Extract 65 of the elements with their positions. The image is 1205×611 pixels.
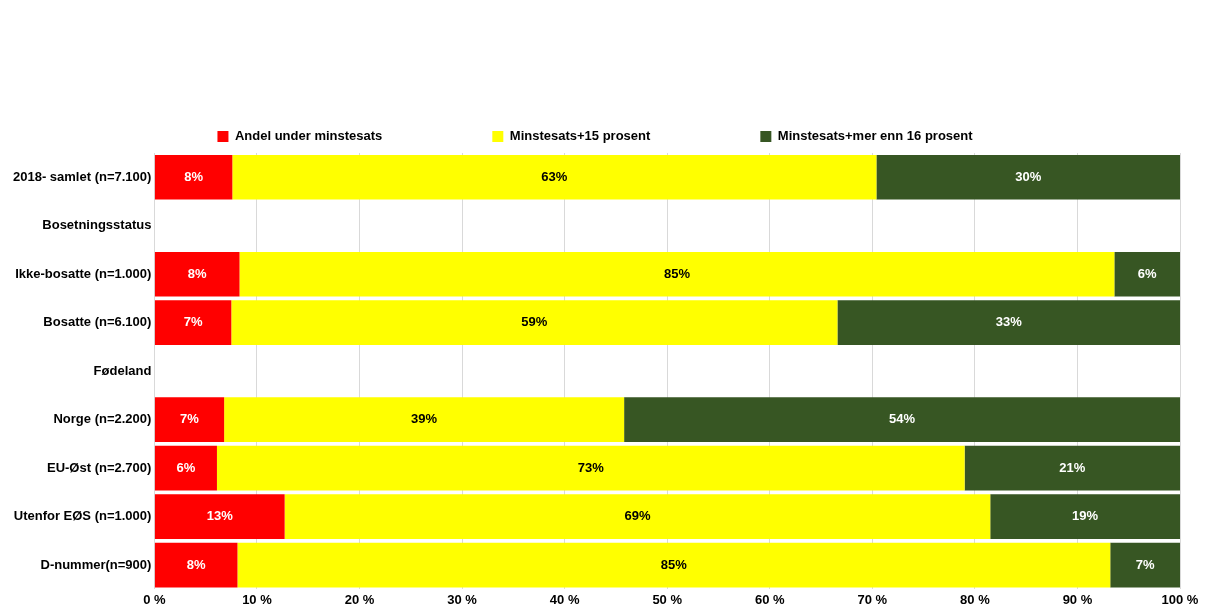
legend-label: Minstesats+mer enn 16 prosent bbox=[777, 128, 974, 144]
y-tick-label: Bosetningsstatus bbox=[42, 217, 152, 233]
bar bbox=[876, 154, 1180, 200]
bar bbox=[990, 494, 1180, 540]
bar bbox=[231, 300, 838, 346]
bar bbox=[284, 494, 991, 540]
x-tick-label: 70 % bbox=[857, 591, 888, 607]
data-label: 8% bbox=[186, 556, 206, 572]
legend-label: Andel under minstesats bbox=[234, 128, 383, 144]
data-label: 8% bbox=[184, 168, 204, 184]
bar bbox=[237, 542, 1111, 588]
bar bbox=[1110, 542, 1180, 588]
data-label: 73% bbox=[577, 459, 605, 475]
data-label: 54% bbox=[889, 411, 916, 427]
bar bbox=[154, 542, 238, 588]
legend-label: Minstesats+15 prosent bbox=[509, 128, 652, 144]
bar bbox=[154, 300, 232, 346]
y-tick-label: 2018- samlet (n=7.100) bbox=[12, 168, 152, 184]
y-tick-label: D-nummer(n=900) bbox=[40, 556, 152, 572]
bar bbox=[837, 300, 1180, 346]
data-label: 63% bbox=[541, 168, 568, 184]
bar bbox=[154, 445, 217, 491]
x-tick-label: 40 % bbox=[549, 591, 580, 607]
data-label: 33% bbox=[995, 314, 1023, 330]
bar bbox=[239, 251, 1115, 297]
bar bbox=[154, 251, 240, 297]
bar bbox=[232, 154, 877, 200]
bar bbox=[224, 397, 625, 443]
data-label: 7% bbox=[183, 314, 203, 330]
x-tick-label: 60 % bbox=[754, 591, 786, 607]
x-tick-label: 50 % bbox=[652, 591, 683, 607]
x-tick-label: 20 % bbox=[344, 591, 375, 607]
x-tick-label: 30 % bbox=[447, 591, 478, 607]
bar bbox=[624, 397, 1180, 443]
y-tick-label: Norge (n=2.200) bbox=[53, 411, 152, 427]
bar bbox=[154, 397, 225, 443]
x-tick-label: 10 % bbox=[242, 591, 273, 607]
bar bbox=[216, 445, 965, 491]
data-label: 21% bbox=[1059, 459, 1086, 475]
bar bbox=[1114, 251, 1180, 297]
data-label: 13% bbox=[206, 508, 234, 524]
x-tick-label: 80 % bbox=[960, 591, 991, 607]
y-tick-label: Bosatte (n=6.100) bbox=[43, 314, 152, 330]
y-tick-label: Ikke-bosatte (n=1.000) bbox=[15, 265, 152, 281]
data-label: 19% bbox=[1072, 508, 1099, 524]
data-label: 59% bbox=[521, 314, 548, 330]
data-label: 6% bbox=[176, 459, 196, 475]
data-label: 30% bbox=[1015, 168, 1042, 184]
data-label: 7% bbox=[180, 411, 200, 427]
x-tick-label: 100 % bbox=[1161, 591, 1199, 607]
y-tick-label: Utenfor EØS (n=1.000) bbox=[13, 508, 152, 524]
y-tick-label: Fødeland bbox=[93, 362, 152, 378]
data-label: 85% bbox=[660, 556, 688, 572]
data-label: 8% bbox=[187, 265, 208, 281]
y-tick-label: EU-Øst (n=2.700) bbox=[46, 459, 152, 475]
bar bbox=[154, 154, 233, 200]
data-label: 6% bbox=[1137, 265, 1158, 281]
data-label: 85% bbox=[663, 265, 691, 281]
bar bbox=[154, 494, 285, 540]
x-tick-label: 90 % bbox=[1062, 591, 1093, 607]
data-label: 7% bbox=[1135, 556, 1155, 572]
bar bbox=[964, 445, 1180, 491]
x-tick-label: 0 % bbox=[143, 591, 167, 607]
data-label: 39% bbox=[411, 411, 438, 427]
data-label: 69% bbox=[624, 508, 651, 524]
